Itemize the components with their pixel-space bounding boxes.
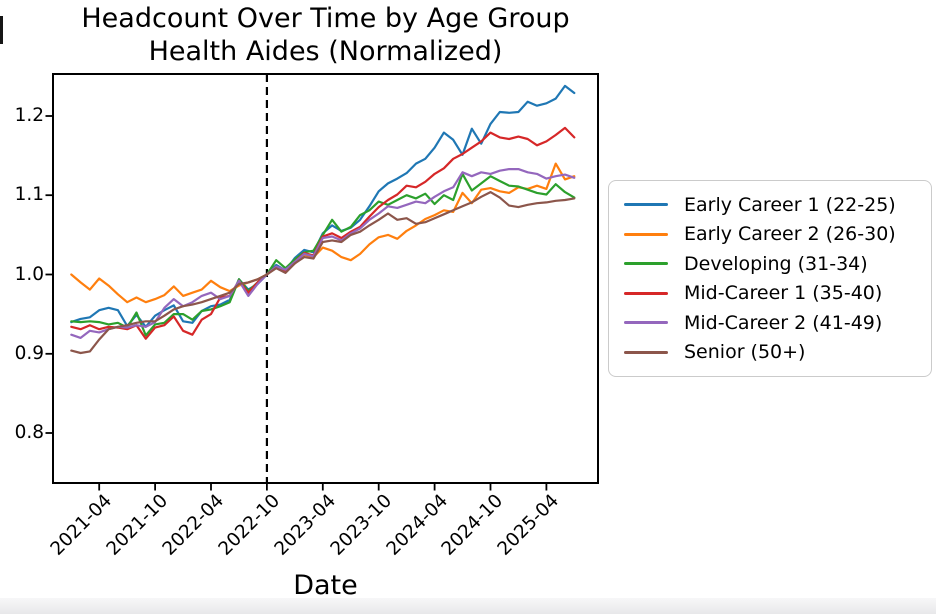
legend-line-swatch: [624, 262, 668, 266]
chart-title: Headcount Over Time by Age Group Health …: [53, 2, 598, 68]
legend-label: Early Career 2 (26-30): [684, 223, 896, 246]
legend-label: Mid-Career 1 (35-40): [684, 282, 883, 305]
chart-title-line1: Headcount Over Time by Age Group: [81, 3, 570, 34]
clipped-edge-artifact: [0, 16, 3, 44]
y-tick-label: 1.2: [14, 105, 44, 126]
legend: Early Career 1 (22-25) Early Career 2 (26…: [608, 180, 932, 377]
legend-label: Early Career 1 (22-25): [684, 193, 896, 216]
series-line-5: [70, 168, 576, 339]
series-line-1: [70, 84, 576, 328]
legend-line-swatch: [624, 321, 668, 325]
legend-entry: Early Career 1 (22-25): [615, 194, 925, 216]
legend-entry: Early Career 2 (26-30): [615, 223, 925, 245]
x-axis-label: Date: [293, 570, 358, 601]
legend-line-swatch: [624, 350, 668, 354]
legend-entry: Developing (31-34): [615, 253, 925, 275]
legend-entry: Mid-Career 1 (35-40): [615, 282, 925, 304]
y-tick-label: 1.1: [14, 184, 44, 206]
y-tick-label: 0.8: [14, 422, 44, 443]
legend-line-swatch: [624, 203, 668, 207]
chart-title-line2: Health Aides (Normalized): [148, 36, 503, 67]
legend-line-swatch: [624, 291, 668, 295]
series-line-2: [70, 162, 576, 304]
y-tick-label: 1.0: [14, 263, 44, 285]
series-line-4: [70, 126, 576, 340]
legend-line-swatch: [624, 232, 668, 236]
y-tick-label: 0.9: [14, 342, 44, 364]
legend-label: Developing (31-34): [684, 252, 868, 275]
legend-entry: Senior (50+): [615, 341, 925, 363]
series-line-3: [70, 172, 576, 337]
legend-entry: Mid-Career 2 (41-49): [615, 312, 925, 334]
series-line-6: [70, 191, 576, 355]
legend-label: Mid-Career 2 (41-49): [684, 311, 883, 334]
legend-label: Senior (50+): [684, 341, 806, 364]
axes-border: [52, 73, 599, 484]
bottom-edge-strip: [0, 598, 936, 614]
